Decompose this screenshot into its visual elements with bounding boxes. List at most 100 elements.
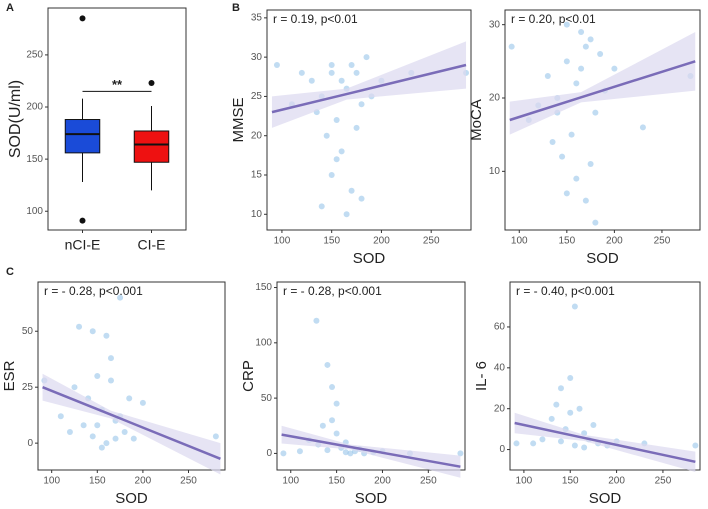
panel-label: C [6, 266, 14, 278]
confidence-band [509, 32, 696, 135]
x-tick-label: nCI-E [65, 237, 101, 253]
panel-label: B [232, 2, 240, 14]
box [64, 119, 101, 154]
x-tick-label: 250 [655, 476, 672, 487]
y-axis-label: ESR [1, 360, 18, 391]
point [324, 361, 331, 368]
point [578, 65, 585, 72]
y-tick-label: 25 [22, 382, 34, 393]
y-tick-label: 100 [255, 337, 272, 348]
point [76, 323, 83, 330]
point [590, 422, 597, 429]
plot-frame [504, 9, 701, 231]
x-tick-label: 100 [511, 236, 528, 247]
point [117, 294, 124, 301]
fit-line [42, 386, 221, 460]
point [530, 440, 537, 447]
point [107, 377, 114, 384]
fit-line [509, 60, 696, 122]
point [363, 54, 370, 61]
point [333, 117, 340, 123]
y-axis-label: MMSE [230, 98, 247, 143]
point [568, 131, 575, 138]
x-tick-label: 100 [516, 476, 533, 487]
point [338, 148, 345, 155]
x-tick-label: 150 [558, 236, 575, 247]
point [567, 409, 574, 416]
point [358, 195, 365, 202]
point [587, 161, 594, 167]
point [563, 21, 570, 28]
point [573, 80, 580, 87]
point [611, 65, 618, 72]
point [324, 447, 331, 454]
x-tick-label: 200 [373, 236, 390, 247]
y-tick-label: 10 [251, 209, 263, 220]
y-tick-label: 10 [489, 166, 501, 177]
x-tick-label: 200 [606, 236, 623, 247]
point [57, 413, 64, 420]
point [348, 62, 355, 68]
y-tick-label: 0 [266, 448, 272, 459]
annotation: r = - 0.28, p<0.001 [44, 284, 143, 298]
point [587, 36, 594, 43]
annotation: r = 0.20, p<0.01 [511, 12, 596, 26]
point [338, 77, 345, 84]
fit-line [271, 63, 467, 114]
x-axis-label: SOD [353, 250, 386, 267]
point [508, 43, 515, 50]
point [103, 440, 110, 447]
point [582, 197, 589, 204]
point [553, 401, 560, 408]
point [328, 172, 335, 178]
point [358, 101, 365, 108]
point [212, 433, 219, 440]
point [94, 422, 101, 429]
point [544, 73, 551, 79]
y-tick-label: 150 [255, 282, 272, 293]
point [557, 385, 564, 392]
y-tick-label: 50 [22, 326, 34, 337]
y-tick-label: 0 [499, 444, 505, 455]
y-tick-label: 100 [26, 206, 43, 217]
point [573, 175, 580, 182]
y-tick-label: 60 [494, 322, 506, 333]
point [329, 384, 336, 391]
point [343, 211, 350, 218]
point [592, 109, 599, 116]
x-axis-label: SOD [589, 490, 622, 507]
x-tick-label: 200 [608, 476, 625, 487]
point [582, 43, 589, 50]
panel-label: A [6, 2, 14, 14]
point [298, 69, 305, 76]
point [348, 187, 355, 194]
annotation: r = 0.19, p<0.01 [273, 12, 358, 26]
point [89, 433, 96, 440]
x-tick-label: 200 [374, 476, 391, 487]
point [333, 400, 340, 407]
point [121, 428, 128, 435]
point [592, 219, 599, 226]
x-tick-label: 250 [654, 236, 671, 247]
point [557, 438, 564, 445]
point [66, 428, 73, 435]
point [80, 422, 87, 429]
x-tick-label: 150 [328, 476, 345, 487]
plot-frame [47, 7, 187, 231]
y-axis-label: MoCA [468, 99, 485, 141]
point [563, 58, 570, 65]
point [576, 405, 583, 412]
point [308, 77, 315, 84]
x-tick-label: 100 [282, 476, 299, 487]
point [273, 62, 280, 68]
y-tick-label: 20 [251, 130, 263, 141]
y-tick-label: 35 [251, 12, 263, 23]
y-tick-label: 0 [27, 438, 33, 449]
plot-frame [509, 281, 701, 471]
point [319, 422, 326, 429]
point [549, 139, 556, 145]
point [103, 332, 110, 339]
plot-frame [276, 281, 466, 471]
point [89, 328, 96, 335]
